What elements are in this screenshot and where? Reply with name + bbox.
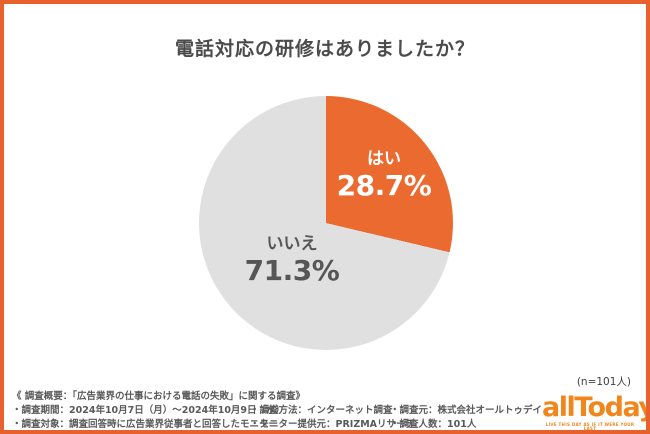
pie-chart — [199, 96, 453, 350]
survey-row: ・調査期間：2024年10月7日（月）～2024年10月9日（水） ・調査方法：… — [12, 404, 542, 418]
survey-respondents: ・調査人数：101人 — [390, 419, 477, 430]
survey-overview-block: 《 調査概要：「広告業界の仕事における電話の失敗」に関する調査》 ・調査期間：2… — [12, 390, 542, 430]
sample-size-label: (n=101人) — [576, 376, 631, 388]
slice-no-value: 71.3% — [244, 253, 340, 287]
survey-target: ・調査対象：調査回答時に広告業界従事者と回答したモニター — [12, 419, 279, 430]
survey-heading-row: 《 調査概要：「広告業界の仕事における電話の失敗」に関する調査》 — [12, 390, 542, 404]
survey-monitor-provider: ・モニター提供元：PRIZMAリサーチ — [250, 419, 416, 430]
slice-yes-name: はい — [367, 149, 401, 169]
survey-row: ・調査対象：調査回答時に広告業界従事者と回答したモニター ・モニター提供元：PR… — [12, 418, 542, 430]
slice-no-name: いいえ — [266, 234, 318, 254]
survey-source: ・調査元：株式会社オールトゥデイ — [390, 405, 543, 416]
page-title: 電話対応の研修はありましたか？ — [174, 38, 475, 60]
survey-heading: 《 調査概要：「広告業界の仕事における電話の失敗」に関する調査》 — [12, 391, 306, 402]
logo-wordmark: allToday — [542, 392, 650, 423]
pie-slice-label-yes: はい 28.7% — [334, 149, 434, 202]
survey-period: ・調査期間：2024年10月7日（月）～2024年10月9日（水） — [12, 405, 286, 416]
logo-tagline: LIVE THIS DAY AS IF IT WERE YOUR LAST — [545, 422, 635, 431]
survey-method: ・調査方法：インターネット調査 — [250, 405, 393, 416]
slice-yes-value: 28.7% — [336, 168, 432, 202]
pie-slice-label-no: いいえ 71.3% — [242, 234, 342, 287]
alltoday-logo: allToday LIVE THIS DAY AS IF IT WERE YOU… — [542, 394, 646, 431]
